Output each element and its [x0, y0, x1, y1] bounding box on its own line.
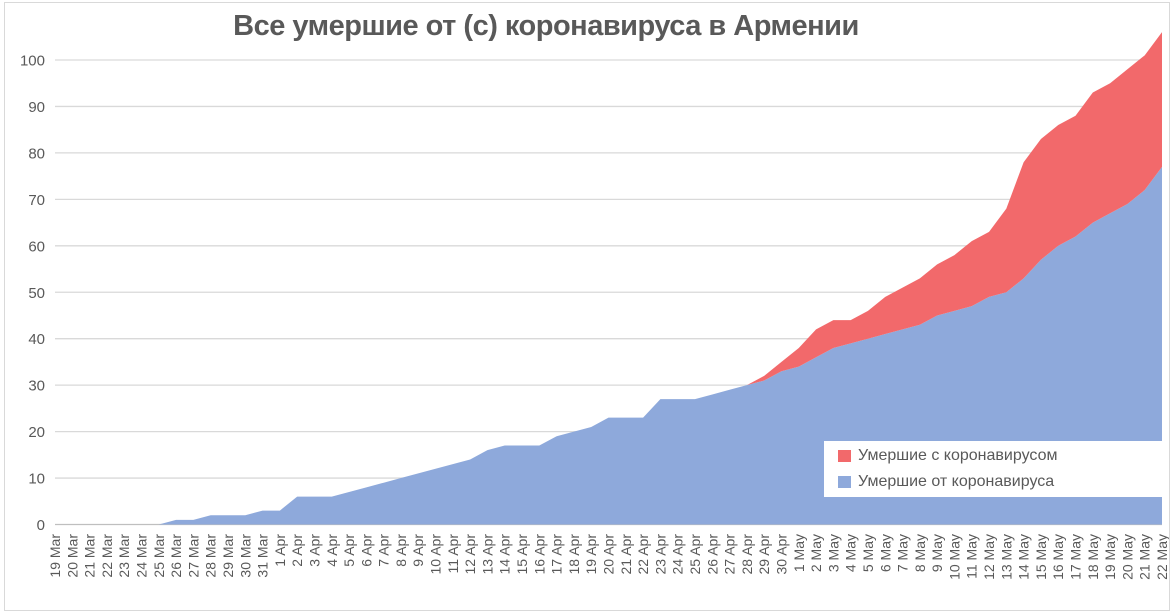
x-axis-label: 13 May: [998, 534, 1014, 580]
x-axis-label: 27 Mar: [185, 534, 201, 578]
legend-item-died-with: Умершие с коронавирусом: [824, 444, 1162, 468]
x-axis-label: 28 Apr: [739, 534, 755, 575]
x-axis-label: 10 May: [946, 534, 962, 580]
x-axis-label: 4 Apr: [324, 534, 340, 567]
x-axis-label: 22 Apr: [635, 534, 651, 575]
x-axis-label: 30 Mar: [237, 534, 253, 578]
x-axis-label: 15 Apr: [514, 534, 530, 575]
x-axis-label: 19 Apr: [583, 534, 599, 575]
x-axis-label: 23 Apr: [652, 534, 668, 575]
x-axis-label: 7 May: [895, 534, 911, 572]
y-tick-label: 20: [28, 424, 45, 441]
x-axis-label: 15 May: [1033, 534, 1049, 580]
x-axis-label: 1 May: [791, 534, 807, 572]
x-axis-label: 19 May: [1102, 534, 1118, 580]
x-axis-label: 3 May: [825, 534, 841, 572]
x-axis-label: 1 Apr: [272, 534, 288, 567]
x-axis-label: 16 Apr: [531, 534, 547, 575]
x-axis-label: 12 May: [981, 534, 997, 580]
x-axis-label: 9 Apr: [410, 534, 426, 567]
y-tick-label: 70: [28, 192, 45, 209]
x-axis-label: 22 Mar: [99, 534, 115, 578]
area-series-2: [55, 32, 1162, 525]
legend-label-died-with: Умершие с коронавирусом: [858, 447, 1058, 464]
x-axis-label: 2 May: [808, 534, 824, 572]
y-tick-label: 90: [28, 99, 45, 116]
chart-title: Все умершие от (с) коронавируса в Армени…: [233, 10, 859, 42]
x-axis-label: 24 Mar: [133, 534, 149, 578]
x-axis-label: 14 May: [1016, 534, 1032, 580]
x-axis-label: 16 May: [1050, 534, 1066, 580]
x-axis-label: 12 Apr: [462, 534, 478, 575]
x-axis-label: 20 May: [1119, 534, 1135, 580]
x-axis-label: 8 Apr: [393, 534, 409, 567]
legend: Умершие с коронавирусом Умершие от корон…: [824, 441, 1162, 497]
x-axis-label: 29 Apr: [756, 534, 772, 575]
y-tick-label: 10: [28, 471, 45, 488]
y-tick-label: 0: [37, 517, 45, 534]
x-axis-label: 26 Mar: [168, 534, 184, 578]
x-axis-label: 24 Apr: [670, 534, 686, 575]
x-axis-label: 26 Apr: [704, 534, 720, 575]
x-axis-label: 13 Apr: [479, 534, 495, 575]
x-axis-label: 5 Apr: [341, 534, 357, 567]
x-axis-label: 3 Apr: [306, 534, 322, 567]
area-series-1: [55, 166, 1162, 525]
x-axis-label: 18 May: [1085, 534, 1101, 580]
x-axis-label: 21 May: [1137, 534, 1153, 580]
x-axis-label: 21 Mar: [82, 534, 98, 578]
y-tick-label: 80: [28, 145, 45, 162]
x-axis-label: 25 Apr: [687, 534, 703, 575]
y-tick-label: 30: [28, 378, 45, 395]
x-axis-label: 2 Apr: [289, 534, 305, 567]
x-axis-label: 29 Mar: [220, 534, 236, 578]
y-tick-label: 100: [20, 53, 45, 70]
x-axis-label: 28 Mar: [203, 534, 219, 578]
x-axis-label: 18 Apr: [566, 534, 582, 575]
y-tick-label: 40: [28, 331, 45, 348]
x-axis-label: 11 Apr: [445, 534, 461, 574]
x-axis-label: 19 Mar: [47, 534, 63, 578]
x-axis-label: 31 Mar: [255, 534, 271, 578]
x-axis-label: 6 Apr: [358, 534, 374, 567]
x-axis-label: 7 Apr: [376, 534, 392, 567]
x-axis-label: 20 Apr: [601, 534, 617, 575]
x-axis-label: 11 May: [964, 534, 980, 579]
x-axis-label: 17 Apr: [549, 534, 565, 575]
x-axis-label: 4 May: [843, 534, 859, 572]
x-axis-label: 14 Apr: [497, 534, 513, 575]
y-tick-label: 60: [28, 238, 45, 255]
y-tick-label: 50: [28, 285, 45, 302]
x-axis-label: 21 Apr: [618, 534, 634, 575]
x-axis-label: 5 May: [860, 534, 876, 572]
x-axis-label: 23 Mar: [116, 534, 132, 578]
x-axis-label: 9 May: [929, 534, 945, 572]
x-axis-label: 30 Apr: [773, 534, 789, 575]
x-axis-label: 17 May: [1068, 534, 1084, 580]
legend-swatch-died-from: [838, 476, 851, 488]
x-axis-label: 27 Apr: [722, 534, 738, 575]
x-axis-label: 8 May: [912, 534, 928, 572]
legend-item-died-from: Умершие от коронавируса: [824, 470, 1162, 494]
x-axis-label: 22 May: [1154, 534, 1170, 580]
x-axis-label: 10 Apr: [428, 534, 444, 575]
x-axis-label: 25 Mar: [151, 534, 167, 578]
x-axis-label: 6 May: [877, 534, 893, 572]
legend-label-died-from: Умершие от коронавируса: [858, 473, 1055, 490]
x-axis-label: 20 Mar: [64, 534, 80, 578]
legend-swatch-died-with: [838, 450, 851, 462]
